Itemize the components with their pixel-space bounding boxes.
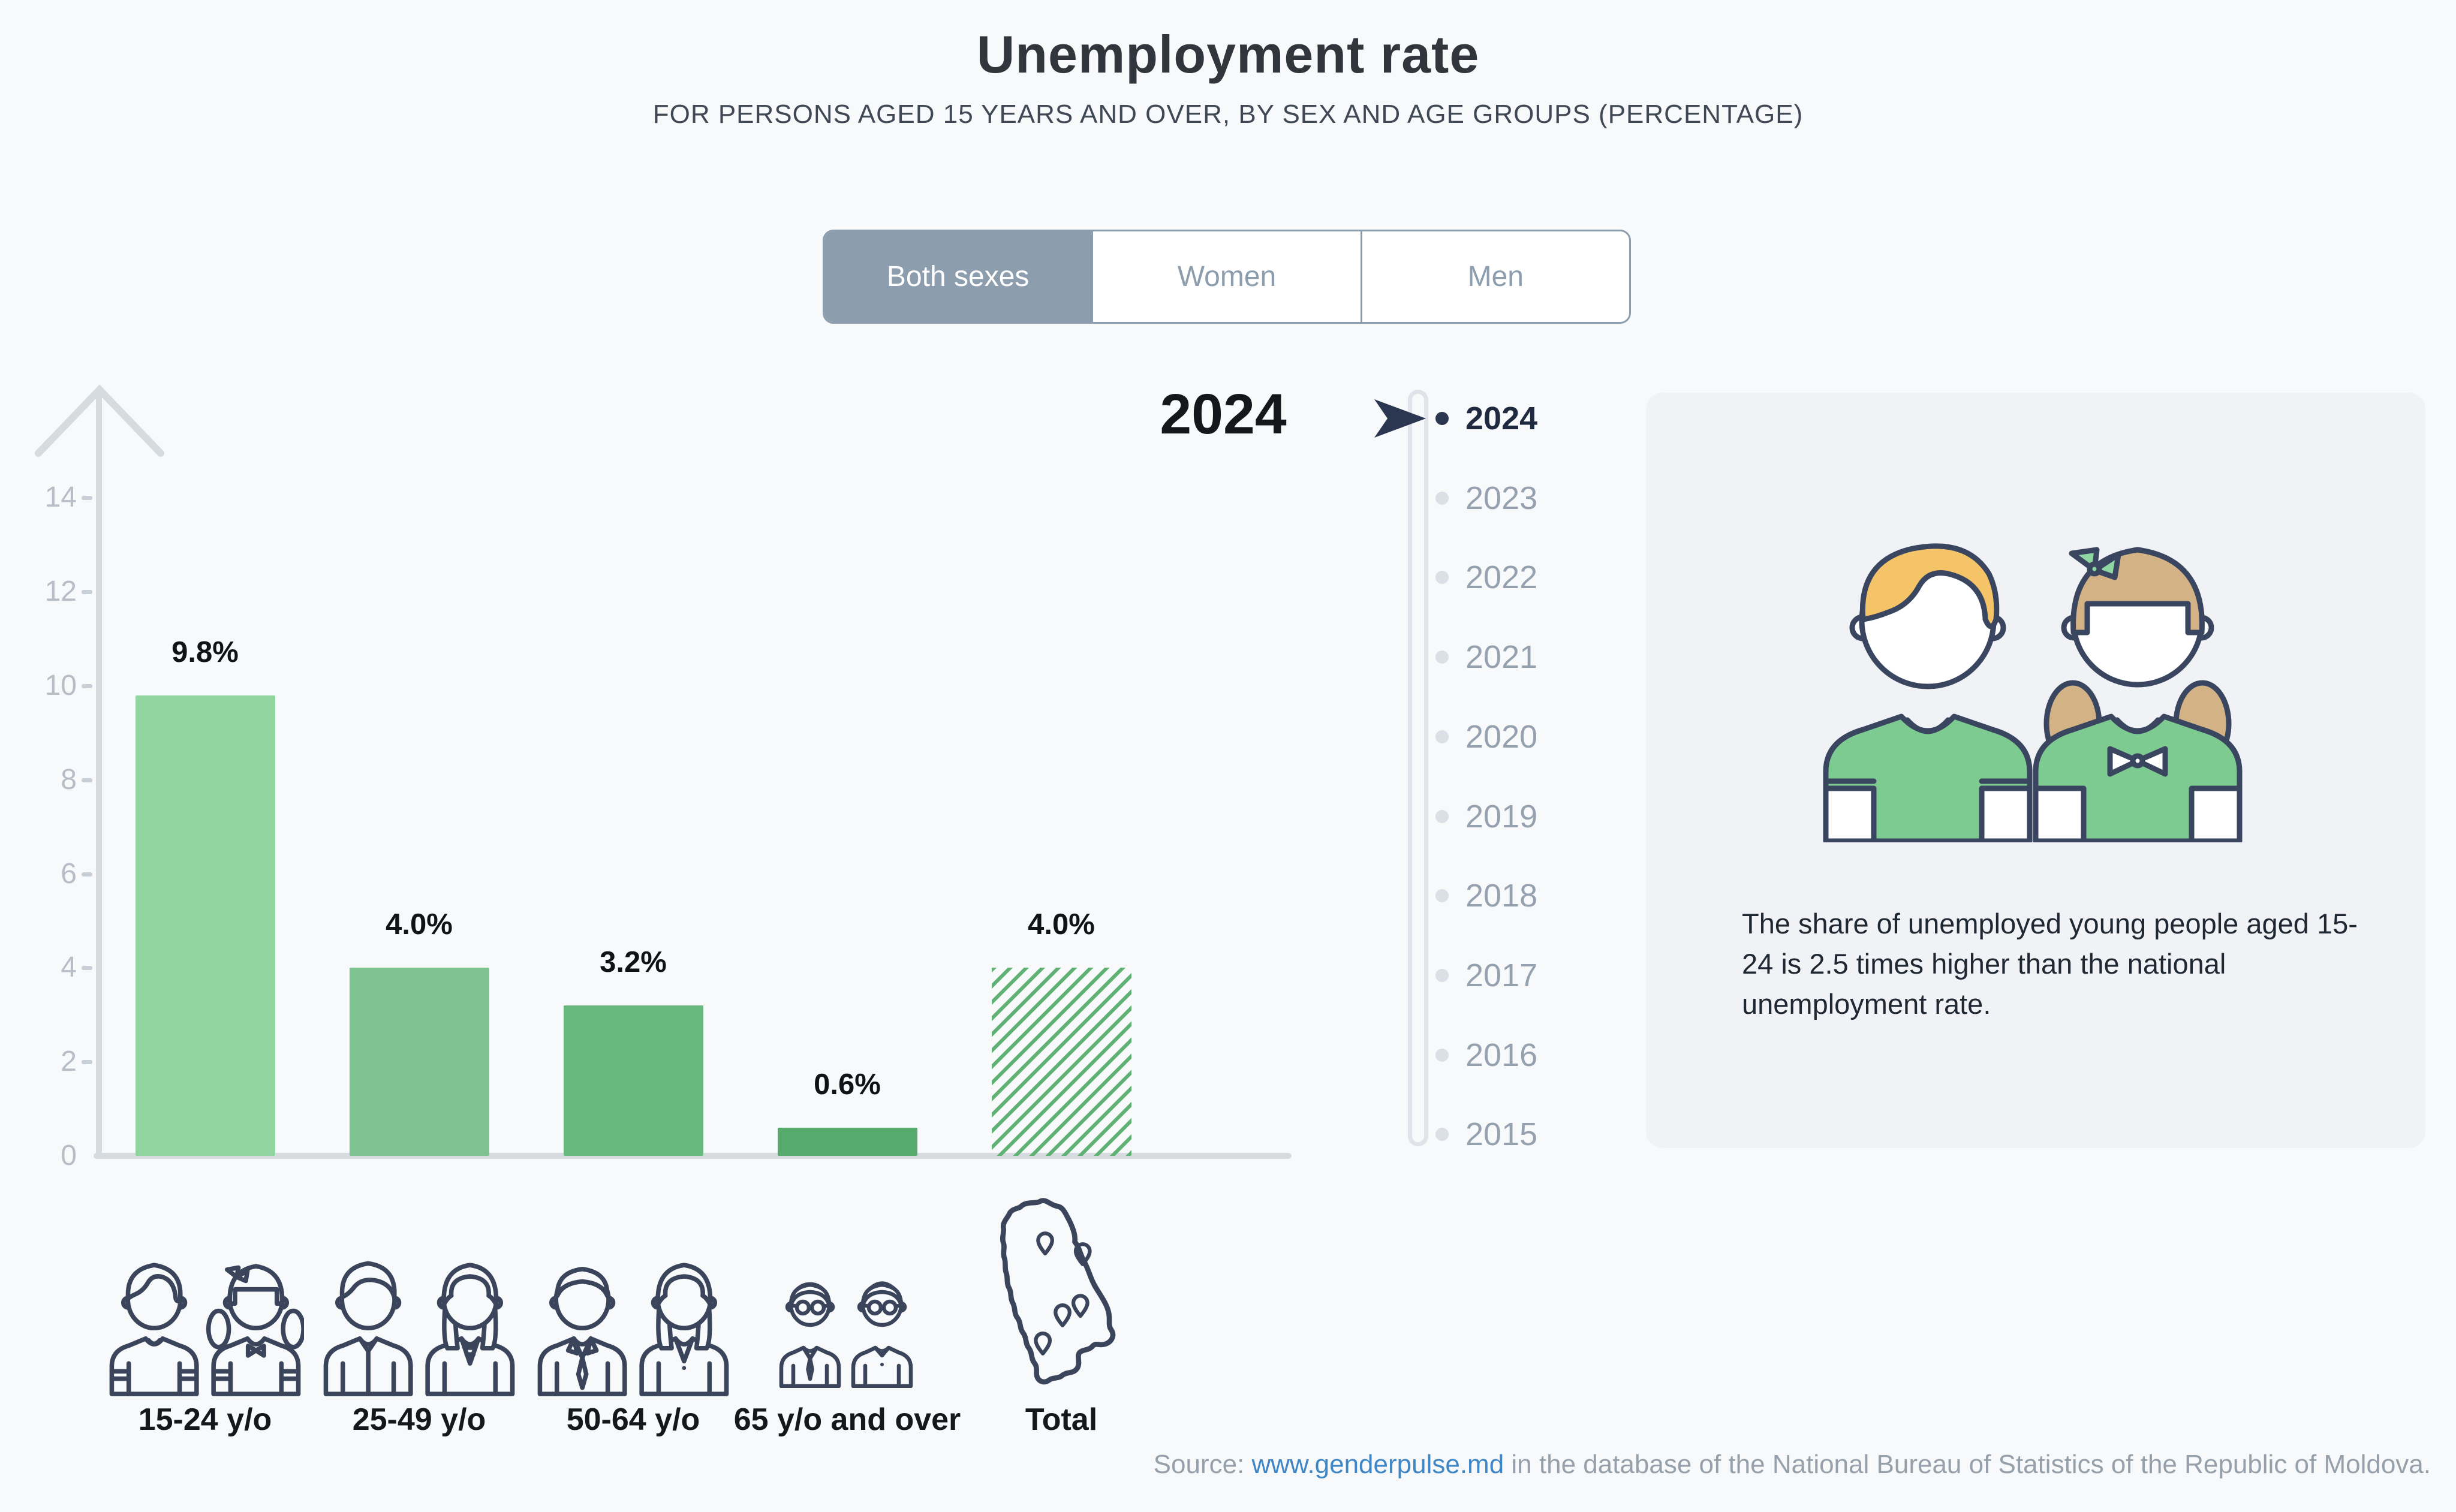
category-label-15-24: 15-24 y/o: [138, 1402, 272, 1437]
year-item-2017[interactable]: 2017: [1465, 957, 1538, 993]
year-item-2015[interactable]: 2015: [1465, 1116, 1538, 1153]
moldova-map-icon: [1000, 1198, 1116, 1385]
young-people-illustration: [1823, 543, 2243, 842]
year-dot-2018[interactable]: [1435, 889, 1449, 903]
y-axis-arrow-icon: [35, 384, 164, 457]
bar-value-label-total: 4.0%: [1028, 908, 1095, 941]
elderly-couple-icon: [779, 1281, 913, 1388]
year-dot-2020[interactable]: [1435, 730, 1449, 743]
y-tick-label-0: 0: [61, 1140, 77, 1171]
year-marker-arrow-icon[interactable]: [1373, 394, 1428, 442]
bar-value-label-15-24-y-o: 9.8%: [171, 635, 239, 668]
man-woman-icon: [323, 1261, 515, 1396]
y-tick-label-6: 6: [61, 857, 77, 890]
y-tick-mark-10: [82, 684, 92, 688]
insight-panel: The share of unemployed young people age…: [1646, 393, 2425, 1148]
year-item-2020[interactable]: 2020: [1465, 718, 1538, 755]
y-tick-mark-8: [82, 778, 92, 782]
year-item-2023[interactable]: 2023: [1465, 480, 1538, 516]
year-dot-2022[interactable]: [1435, 571, 1449, 585]
y-tick-mark-4: [82, 966, 92, 971]
sex-filter-tabs: Both sexes Women Men: [823, 230, 1631, 324]
year-dot-2016[interactable]: [1435, 1048, 1449, 1062]
tab-both-sexes[interactable]: Both sexes: [824, 231, 1092, 322]
y-tick-label-4: 4: [61, 951, 77, 984]
tab-men[interactable]: Men: [1360, 231, 1629, 322]
y-tick-mark-12: [82, 590, 92, 595]
y-tick-mark-14: [82, 496, 92, 501]
year-item-2016[interactable]: 2016: [1465, 1037, 1538, 1073]
y-tick-label-10: 10: [44, 670, 77, 701]
bar-25-49-y-o[interactable]: [349, 968, 489, 1156]
bar-value-label-65-y-o-and-over: 0.6%: [814, 1068, 881, 1101]
bar-total[interactable]: [991, 968, 1131, 1156]
bar-value-label-50-64-y-o: 3.2%: [600, 946, 667, 979]
year-item-2022[interactable]: 2022: [1465, 559, 1538, 596]
category-label-65-over: 65 y/o and over: [733, 1402, 961, 1437]
total-icon: [991, 1190, 1132, 1400]
y-tick-mark-2: [82, 1060, 92, 1065]
year-dot-2021[interactable]: [1435, 650, 1449, 664]
y-axis-line: [96, 393, 102, 1156]
teen-boy-girl-icon: [109, 1263, 306, 1396]
x-axis-line: [94, 1153, 1292, 1159]
year-item-2018[interactable]: 2018: [1465, 878, 1538, 914]
bar-15-24-y-o[interactable]: [135, 695, 275, 1156]
bar-50-64-y-o[interactable]: [563, 1005, 703, 1156]
page-title: Unemployment rate: [976, 25, 1480, 84]
category-label-50-64: 50-64 y/o: [566, 1402, 700, 1437]
age-group-icon-65-over: [777, 1259, 918, 1391]
age-group-icon-15-24: [106, 1205, 306, 1400]
year-dot-2024[interactable]: [1435, 412, 1449, 425]
category-label-total: Total: [1025, 1402, 1098, 1437]
tab-women[interactable]: Women: [1091, 231, 1360, 322]
source-prefix: Source:: [1153, 1450, 1252, 1479]
bar-value-label-25-49-y-o: 4.0%: [386, 908, 453, 941]
source-link[interactable]: www.genderpulse.md: [1251, 1450, 1504, 1479]
year-slider-track[interactable]: [1408, 390, 1428, 1146]
source-note: Source: www.genderpulse.md in the databa…: [1154, 1450, 2431, 1480]
page-subtitle: FOR PERSONS AGED 15 YEARS AND OVER, BY S…: [652, 100, 1804, 129]
chart-year-label: 2024: [1160, 382, 1287, 446]
y-tick-label-12: 12: [44, 576, 77, 608]
y-tick-label-14: 14: [44, 481, 77, 514]
age-group-icon-50-64: [534, 1205, 732, 1400]
y-tick-label-8: 8: [61, 763, 77, 796]
year-dot-2015[interactable]: [1435, 1128, 1449, 1141]
insight-text: The share of unemployed young people age…: [1742, 908, 2358, 1020]
source-suffix: in the database of the National Bureau o…: [1504, 1450, 2431, 1479]
year-dot-2023[interactable]: [1435, 491, 1449, 505]
year-dot-2017[interactable]: [1435, 968, 1449, 982]
age-group-icon-25-49: [320, 1205, 518, 1400]
older-man-woman-icon: [537, 1263, 729, 1396]
year-dot-2019[interactable]: [1435, 809, 1449, 823]
year-item-2021[interactable]: 2021: [1465, 639, 1538, 676]
bar-65-y-o-and-over[interactable]: [777, 1127, 917, 1156]
y-tick-mark-6: [82, 872, 92, 877]
category-label-25-49: 25-49 y/o: [352, 1402, 486, 1437]
year-item-2024[interactable]: 2024: [1465, 400, 1538, 436]
year-item-2019[interactable]: 2019: [1465, 798, 1538, 835]
y-tick-label-2: 2: [61, 1046, 77, 1078]
